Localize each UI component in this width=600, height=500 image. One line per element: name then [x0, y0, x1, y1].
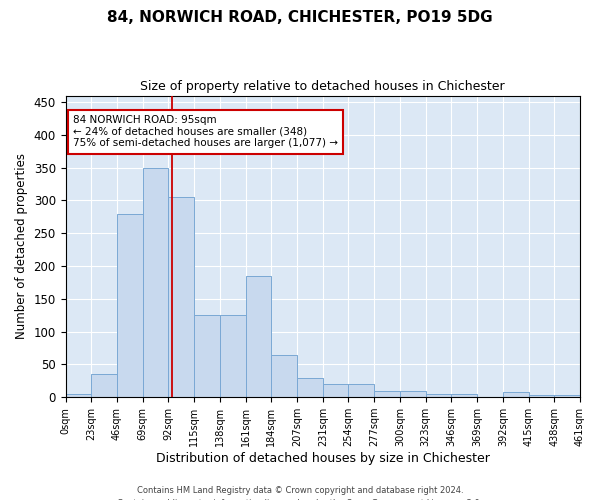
Bar	[169, 197, 194, 397]
Bar	[245, 276, 271, 397]
Bar	[117, 214, 143, 397]
Bar	[297, 378, 323, 397]
Bar	[65, 394, 91, 397]
Text: 84, NORWICH ROAD, CHICHESTER, PO19 5DG: 84, NORWICH ROAD, CHICHESTER, PO19 5DG	[107, 10, 493, 25]
Text: Contains public sector information licensed under the Open Government Licence v3: Contains public sector information licen…	[118, 498, 482, 500]
X-axis label: Distribution of detached houses by size in Chichester: Distribution of detached houses by size …	[156, 452, 490, 465]
Text: Contains HM Land Registry data © Crown copyright and database right 2024.: Contains HM Land Registry data © Crown c…	[137, 486, 463, 495]
Bar	[451, 394, 477, 397]
Text: 84 NORWICH ROAD: 95sqm
← 24% of detached houses are smaller (348)
75% of semi-de: 84 NORWICH ROAD: 95sqm ← 24% of detached…	[73, 115, 338, 148]
Bar	[323, 384, 349, 397]
Bar	[349, 384, 374, 397]
Bar	[425, 394, 451, 397]
Bar	[400, 390, 425, 397]
Bar	[220, 315, 245, 397]
Title: Size of property relative to detached houses in Chichester: Size of property relative to detached ho…	[140, 80, 505, 93]
Bar	[271, 354, 297, 397]
Bar	[143, 168, 169, 397]
Bar	[554, 396, 580, 397]
Bar	[91, 374, 117, 397]
Bar	[374, 390, 400, 397]
Bar	[194, 315, 220, 397]
Y-axis label: Number of detached properties: Number of detached properties	[15, 154, 28, 340]
Bar	[529, 396, 554, 397]
Bar	[503, 392, 529, 397]
